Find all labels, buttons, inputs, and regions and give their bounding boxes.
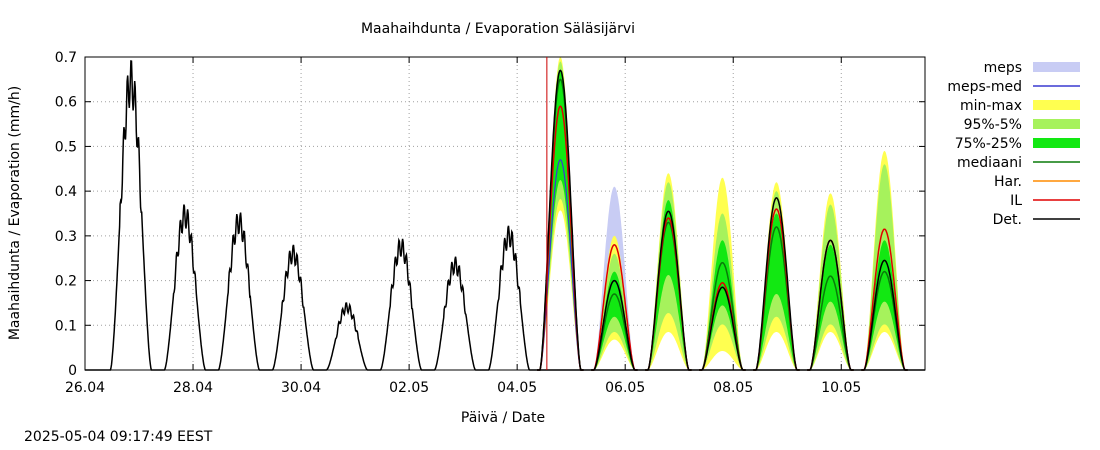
det-line bbox=[591, 279, 638, 371]
x-axis-label: Päivä / Date bbox=[461, 410, 545, 426]
y-tick-label: 0.2 bbox=[55, 274, 77, 290]
q75-q25-band bbox=[701, 240, 743, 370]
legend-swatch bbox=[1033, 138, 1080, 148]
x-tick-label: 04.05 bbox=[497, 380, 537, 396]
legend-label: min-max bbox=[960, 98, 1022, 114]
legend-label: 95%-5% bbox=[964, 117, 1022, 133]
observed-det-line bbox=[85, 60, 547, 371]
grid bbox=[85, 57, 925, 370]
series-lines bbox=[85, 60, 925, 371]
median-line bbox=[807, 275, 854, 371]
legend-label: Det. bbox=[993, 212, 1022, 228]
p95-p5-band bbox=[647, 182, 689, 370]
timestamp: 2025-05-04 09:17:49 EEST bbox=[24, 429, 213, 445]
legend-label: mediaani bbox=[957, 155, 1022, 171]
y-axis-ticks: 0 0.1 0.2 0.3 0.4 0.5 0.6 0.7 bbox=[55, 50, 925, 379]
il-line bbox=[591, 244, 638, 371]
legend-label: 75%-25% bbox=[955, 136, 1022, 152]
y-tick-label: 0.3 bbox=[55, 229, 77, 245]
legend-swatch bbox=[1033, 62, 1080, 72]
x-tick-label: 30.04 bbox=[281, 380, 321, 396]
det-line bbox=[699, 286, 746, 371]
legend-label: IL bbox=[1010, 193, 1022, 209]
x-tick-label: 02.05 bbox=[389, 380, 429, 396]
det-line bbox=[537, 69, 584, 371]
y-tick-label: 0.1 bbox=[55, 318, 77, 334]
legend-swatch bbox=[1033, 100, 1080, 110]
y-tick-label: 0 bbox=[68, 363, 77, 379]
det-line bbox=[753, 196, 800, 371]
chart-title: Maahaihdunta / Evaporation Säläsijärvi bbox=[361, 21, 635, 37]
legend-swatch bbox=[1033, 119, 1080, 129]
legend-label: meps-med bbox=[947, 79, 1022, 95]
plot-frame bbox=[84, 56, 926, 371]
x-tick-label: 28.04 bbox=[173, 380, 213, 396]
q75-q25-band bbox=[755, 213, 797, 370]
legend-label: meps bbox=[984, 60, 1022, 76]
x-axis-ticks: 26.04 28.04 30.04 02.05 04.05 06.05 08.05 10.05 bbox=[65, 57, 861, 396]
y-tick-label: 0.7 bbox=[55, 50, 77, 66]
y-tick-label: 0.6 bbox=[55, 95, 77, 111]
x-tick-label: 10.05 bbox=[821, 380, 861, 396]
x-tick-label: 08.05 bbox=[713, 380, 753, 396]
det-line bbox=[861, 259, 908, 371]
det-line bbox=[807, 239, 854, 371]
y-axis-label: Maahaihdunta / Evaporation (mm/h) bbox=[7, 86, 23, 340]
legend: meps meps-med min-max 95%-5% 75%-25% mediaani… bbox=[947, 60, 1080, 228]
x-tick-label: 26.04 bbox=[65, 380, 105, 396]
y-tick-label: 0.5 bbox=[55, 139, 77, 155]
x-tick-label: 06.05 bbox=[605, 380, 645, 396]
det-line bbox=[645, 210, 692, 371]
il-line bbox=[861, 228, 908, 371]
legend-label: Har. bbox=[994, 174, 1022, 190]
y-tick-label: 0.4 bbox=[55, 184, 77, 200]
forecast-bands bbox=[539, 57, 905, 371]
